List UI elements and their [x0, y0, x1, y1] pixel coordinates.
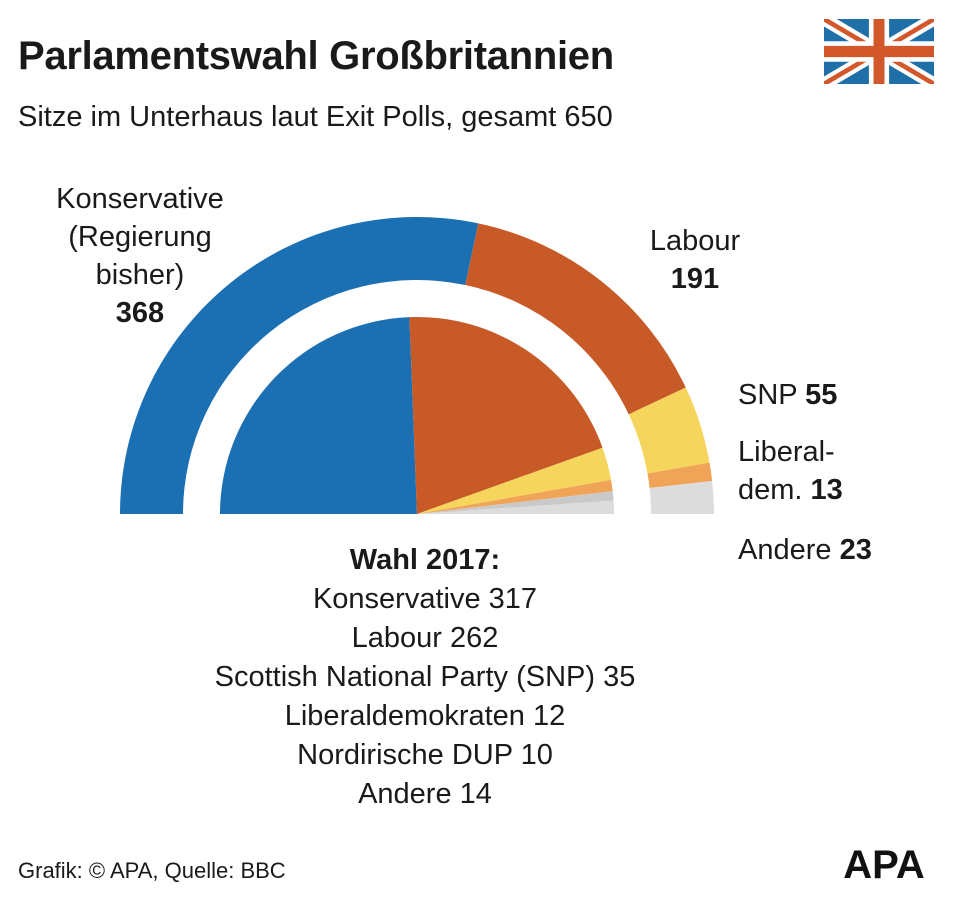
slice-snp	[628, 387, 710, 474]
slice-nordirische-dup	[417, 491, 614, 514]
label-andere: Andere 23	[738, 531, 872, 569]
label-konservative-line: Konservative	[56, 183, 224, 215]
source-credit: Grafik: © APA, Quelle: BBC	[18, 858, 286, 883]
label-snp: SNP 55	[738, 376, 837, 414]
previous-election-line: Scottish National Party (SNP) 35	[214, 661, 636, 693]
label-labour-name: Labour	[649, 225, 741, 257]
previous-election-list: Wahl 2017: Konservative 317 Labour 262 S…	[130, 541, 720, 814]
label-liberaldemokraten: Liberal- dem. 13	[738, 433, 898, 509]
label-lib-value: 13	[810, 474, 843, 506]
page-subtitle: Sitze im Unterhaus laut Exit Polls, gesa…	[18, 101, 613, 133]
label-snp-name: SNP	[738, 379, 798, 411]
label-snp-value: 55	[805, 379, 838, 411]
uk-flag-icon	[824, 19, 934, 84]
slice-konservative	[220, 317, 417, 514]
previous-election-line: Labour 262	[351, 622, 499, 654]
label-konservative: Konservative (Regierung bisher) 368	[20, 180, 260, 332]
label-konservative-line: (Regierung	[68, 221, 212, 253]
label-andere-value: 23	[839, 534, 872, 566]
slice-andere	[417, 500, 614, 514]
slice-labour	[409, 317, 603, 514]
apa-logo-text: APA	[843, 843, 924, 887]
previous-election-line: Liberaldemokraten 12	[284, 700, 566, 732]
label-lib-line1: Liberal-	[738, 436, 835, 468]
slice-liberaldemokraten	[417, 479, 613, 514]
slice-liberaldemokraten	[647, 462, 713, 489]
slice-konservative	[120, 216, 479, 514]
previous-election-line: Nordirische DUP 10	[297, 739, 553, 771]
label-konservative-line: bisher)	[95, 259, 185, 291]
previous-election-line: Konservative 317	[312, 583, 538, 615]
label-konservative-value: 368	[115, 297, 165, 329]
previous-election-half-pie	[220, 317, 614, 514]
previous-election-line: Andere 14	[358, 778, 492, 810]
slice-andere	[649, 481, 714, 514]
label-labour: Labour 191	[600, 222, 790, 298]
slice-scottish-national-party-snp	[417, 447, 612, 514]
slice-labour	[465, 223, 686, 415]
label-andere-name: Andere	[738, 534, 832, 566]
previous-election-title: Wahl 2017:	[349, 544, 501, 576]
page-title: Parlamentswahl Großbritannien	[18, 34, 614, 78]
apa-logo: APA	[843, 843, 924, 887]
label-lib-line2: dem.	[738, 474, 803, 506]
label-labour-value: 191	[670, 263, 720, 295]
exit-poll-arc	[120, 216, 714, 514]
